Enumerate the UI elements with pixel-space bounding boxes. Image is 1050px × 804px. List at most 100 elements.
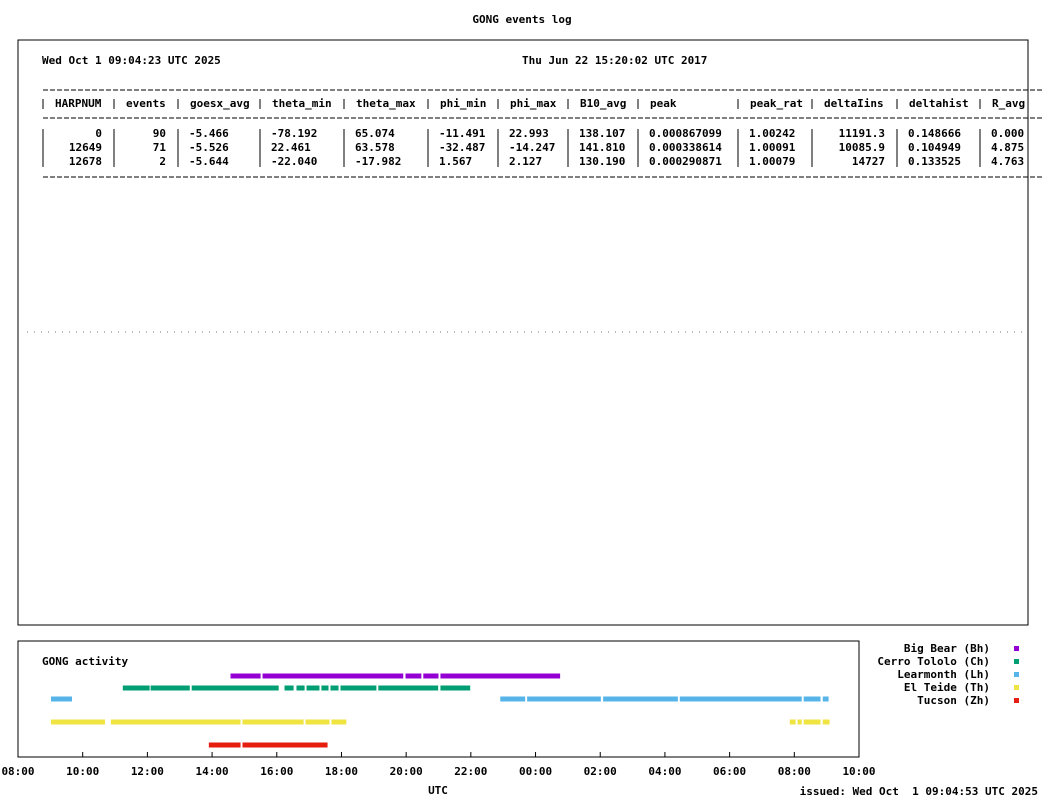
column-header: goesx_avg [190, 97, 250, 110]
activity-segment [306, 685, 320, 691]
activity-segment [797, 719, 802, 725]
table-cell: -17.982 [355, 155, 401, 168]
table-cell: 90 [153, 127, 166, 140]
activity-segment [208, 742, 241, 748]
activity-segment [150, 685, 190, 691]
table-cell: -14.247 [509, 141, 555, 154]
activity-segment [423, 673, 439, 679]
activity-segment [803, 719, 821, 725]
activity-segment [296, 685, 305, 691]
table-cell: 0.148666 [908, 127, 961, 140]
column-header: events [126, 97, 166, 110]
table-cell: 10085.9 [839, 141, 885, 154]
table-cell: 138.107 [579, 127, 625, 140]
column-header: theta_min [272, 97, 332, 110]
table-cell: 1.00242 [749, 127, 795, 140]
activity-segment [527, 696, 601, 702]
activity-segment [230, 673, 261, 679]
legend-swatch [1014, 646, 1019, 651]
activity-segment [242, 719, 304, 725]
activity-segment [603, 696, 678, 702]
table: HARPNUM events goesx_avg theta_min theta_max… [42, 89, 1042, 178]
table-cell: 11191.3 [839, 127, 885, 140]
table-cell: 1.00091 [749, 141, 796, 154]
table-cell: 71 [153, 141, 167, 154]
table-cell: 22.461 [271, 141, 311, 154]
activity-segment [803, 696, 821, 702]
x-tick-label: 10:00 [842, 765, 875, 778]
table-cell: 14727 [852, 155, 885, 168]
table-cell: 0.133525 [908, 155, 961, 168]
legend-swatch [1014, 685, 1019, 690]
legend-label: Cerro Tololo (Ch) [877, 655, 990, 668]
left-date: Wed Oct 1 09:04:23 UTC 2025 [42, 54, 221, 67]
activity-segment [122, 685, 150, 691]
column-header: theta_max [356, 97, 416, 110]
table-cell: 1.567 [439, 155, 472, 168]
page-title: GONG events log [472, 13, 571, 26]
table-cell: -5.526 [189, 141, 229, 154]
x-tick-label: 14:00 [196, 765, 229, 778]
x-tick-label: 10:00 [66, 765, 99, 778]
activity-segment [284, 685, 294, 691]
activity-segment [405, 673, 422, 679]
legend-swatch [1014, 672, 1019, 677]
legend-swatch [1014, 698, 1019, 703]
x-tick-label: 20:00 [390, 765, 423, 778]
activity-segment [242, 742, 328, 748]
footer: issued: Wed Oct 1 09:04:53 UTC 2025 [800, 785, 1038, 798]
activity-segment [822, 696, 829, 702]
table-cell: 0.000338614 [649, 141, 722, 154]
table-cell: 63.578 [355, 141, 395, 154]
column-header: deltaIins [824, 97, 884, 110]
x-tick-label: 18:00 [325, 765, 358, 778]
column-header: peak [650, 97, 677, 110]
activity-segment [679, 696, 802, 702]
table-cell: 0 [95, 127, 102, 140]
x-tick-label: 06:00 [713, 765, 746, 778]
activity-segment [822, 719, 830, 725]
activity-segment [330, 685, 339, 691]
table-cell: 0.000867099 [649, 127, 722, 140]
activity-segment [340, 685, 377, 691]
x-tick-label: 16:00 [260, 765, 293, 778]
table-cell: 12678 [69, 155, 102, 168]
table-cell: 0.000290871 [649, 155, 722, 168]
x-tick-label: 08:00 [1, 765, 34, 778]
x-tick-label: 08:00 [778, 765, 811, 778]
activity-segment [191, 685, 279, 691]
x-tick-label: 22:00 [454, 765, 487, 778]
table-cell: -11.491 [439, 127, 486, 140]
column-header: phi_max [510, 97, 557, 110]
chart-title: GONG activity [42, 655, 128, 668]
activity-segment [321, 685, 329, 691]
table-cell: -5.466 [189, 127, 229, 140]
table-cell: 0.104949 [908, 141, 961, 154]
x-axis-label: UTC [428, 784, 448, 797]
table-cell: 4.875 [991, 141, 1024, 154]
legend-label: Learmonth (Lh) [897, 668, 990, 681]
column-header: B10_avg [580, 97, 626, 110]
x-tick-label: 12:00 [131, 765, 164, 778]
activity-segment [378, 685, 439, 691]
activity-segment [440, 685, 471, 691]
x-tick-label: 02:00 [584, 765, 617, 778]
table-cell: 65.074 [355, 127, 395, 140]
legend-swatch [1014, 659, 1019, 664]
log-frame [17, 39, 1029, 626]
legend-label: Tucson (Zh) [917, 694, 990, 707]
activity-segment [50, 719, 106, 725]
activity-segment [789, 719, 796, 725]
table-cell: 2.127 [509, 155, 542, 168]
activity-segment [262, 673, 404, 679]
table-cell: 12649 [69, 141, 102, 154]
table-cell: 1.00079 [749, 155, 795, 168]
table-cell: 2 [159, 155, 166, 168]
table-cell: -22.040 [271, 155, 317, 168]
table-cell: 141.810 [579, 141, 625, 154]
table-cell: -32.487 [439, 141, 485, 154]
right-date: Thu Jun 22 15:20:02 UTC 2017 [522, 54, 707, 67]
column-header: phi_min [440, 97, 486, 110]
